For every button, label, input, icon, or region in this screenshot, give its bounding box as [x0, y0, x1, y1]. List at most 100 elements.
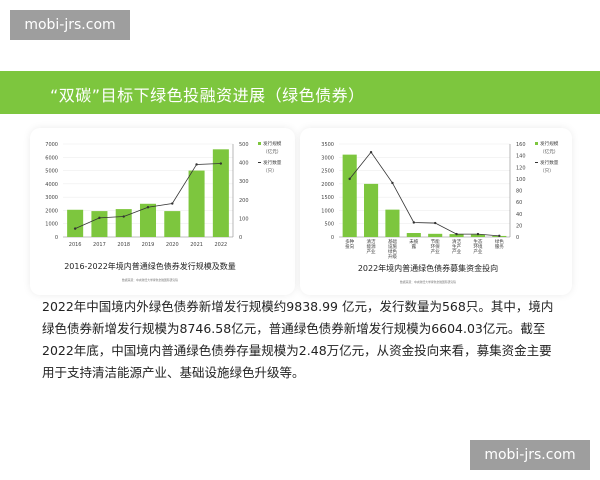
y-tick-left: 2000 [321, 182, 334, 188]
chart-title: 2016-2022年境内普通绿色债券发行规模及数量 [64, 261, 236, 271]
chart-card-issuance: 0 1000 2000 3000 4000 5000 6000 7000 0 100 200 300 4… [30, 128, 295, 295]
y-tick-left: 7000 [45, 142, 58, 148]
count-point [433, 221, 437, 225]
bar [428, 233, 443, 237]
chart-source: 数据来源：中央财经大学绿色金融国际研究院 [122, 278, 178, 282]
bar [449, 234, 464, 237]
count-point [498, 234, 501, 238]
bar [406, 233, 421, 237]
bar [212, 149, 229, 237]
y-tick-right: 100 [239, 216, 249, 222]
x-tick-label: 2018 [117, 242, 130, 248]
watermark: mobi-jrs.com [470, 440, 590, 470]
legend-unit-line: （只） [263, 168, 277, 174]
x-tick-label: 2016 [69, 242, 82, 248]
y-tick-left: 4000 [45, 182, 58, 188]
y-tick-right: 0 [516, 235, 519, 241]
y-tick-right: 400 [239, 161, 249, 167]
legend-unit-bar: （亿元） [263, 148, 281, 155]
y-tick-left: 0 [55, 235, 58, 241]
x-tick-label: 2019 [142, 242, 155, 248]
legend-label-bar: 发行规模 [540, 140, 559, 147]
count-point [98, 216, 101, 220]
count-point [73, 227, 77, 230]
chart-issuance: 0 1000 2000 3000 4000 5000 6000 7000 0 100 200 300 4… [45, 140, 282, 282]
x-tick-label: 节能环保产业 [431, 238, 441, 255]
legend-swatch-line [535, 162, 538, 163]
chart-use-of-proceeds: 0 500 1000 1500 2000 2500 3000 3500 0 20 40 60 80 100… [321, 140, 559, 284]
y-tick-left: 2000 [45, 208, 58, 214]
y-tick-left: 6000 [45, 155, 58, 161]
count-point [412, 221, 416, 224]
y-tick-left: 0 [331, 235, 334, 241]
count-point [348, 177, 351, 181]
x-tick-label: 多种投向 [345, 238, 355, 250]
y-tick-left: 500 [324, 222, 334, 228]
x-tick-label: 基础设施绿色升级 [388, 238, 398, 260]
y-tick-right: 120 [516, 165, 526, 171]
x-tick-label: 清洁生产产业 [452, 238, 462, 255]
y-tick-right: 100 [516, 177, 526, 183]
count-point [171, 202, 174, 205]
legend-label-line: 发行数量 [263, 159, 282, 166]
x-tick-label: 2022 [214, 242, 227, 248]
count-point [146, 206, 150, 209]
y-tick-right: 40 [516, 212, 522, 218]
y-tick-left: 3500 [321, 142, 334, 148]
legend-unit-line: （只） [540, 168, 554, 174]
y-tick-left: 5000 [45, 169, 58, 175]
chart-source: 数据来源：中央财经大学绿色金融国际研究院 [400, 280, 456, 284]
legend-swatch-bar [535, 142, 538, 145]
section-banner: “双碳”目标下绿色投融资进展（绿色债券） [0, 71, 600, 114]
y-tick-right: 140 [516, 154, 526, 160]
legend-swatch-bar [258, 142, 261, 145]
count-point [455, 232, 458, 236]
x-tick-label: 清洁能源产业 [366, 238, 376, 255]
bar [91, 211, 108, 237]
x-tick-label: 生态环境产业 [473, 238, 483, 255]
legend-label-line: 发行数量 [540, 159, 559, 166]
y-tick-right: 200 [239, 198, 249, 204]
legend-label-bar: 发行规模 [263, 140, 282, 147]
bar [470, 234, 485, 237]
y-tick-left: 2500 [321, 169, 334, 175]
y-tick-left: 3000 [321, 155, 334, 161]
y-tick-right: 80 [516, 189, 522, 195]
summary-paragraph: 2022年中国境内外绿色债券新增发行规模约9838.99 亿元，发行数量为568… [42, 299, 554, 380]
bar [342, 154, 357, 237]
x-tick-label: 2020 [166, 242, 179, 248]
banner-title: “双碳”目标下绿色投融资进展（绿色债券） [50, 86, 365, 105]
count-line [349, 151, 500, 237]
chart-title: 2022年境内普通绿色债券募集资金投向 [358, 263, 498, 273]
y-tick-left: 1500 [321, 195, 334, 201]
legend-swatch-line [258, 162, 261, 163]
bar [67, 209, 84, 237]
count-point [391, 181, 394, 185]
y-tick-right: 0 [239, 235, 242, 241]
count-point [476, 232, 480, 236]
bar [364, 183, 379, 237]
y-tick-right: 60 [516, 200, 522, 206]
bar [139, 203, 157, 237]
x-tick-label: 绿色服务 [495, 238, 505, 250]
x-tick-label: 2017 [93, 242, 106, 248]
y-tick-left: 1000 [45, 222, 58, 228]
x-tick-label: 2021 [190, 242, 203, 248]
bar [115, 209, 132, 237]
watermark: mobi-jrs.com [10, 10, 130, 40]
count-point [122, 215, 125, 218]
y-tick-left: 3000 [45, 195, 58, 201]
y-tick-right: 20 [516, 223, 522, 229]
y-tick-right: 300 [239, 179, 249, 185]
chart-card-use-of-proceeds: 0 500 1000 1500 2000 2500 3000 3500 0 20 40 60 80 100… [300, 128, 572, 295]
bar [385, 209, 400, 237]
y-tick-right: 500 [239, 142, 249, 148]
x-tick-label: 未披露 [409, 238, 419, 250]
bar [164, 211, 181, 237]
bar [188, 170, 205, 237]
count-point [219, 162, 223, 165]
y-tick-left: 1000 [321, 208, 334, 214]
count-point [195, 163, 198, 166]
count-point [369, 150, 373, 154]
legend-unit-bar: （亿元） [540, 148, 558, 155]
